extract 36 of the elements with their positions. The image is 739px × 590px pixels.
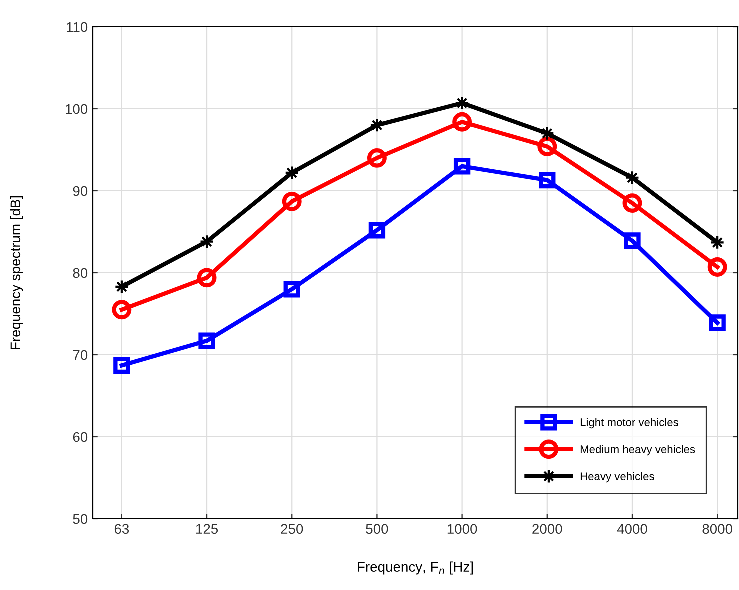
x-tick-label: 250 [281, 524, 304, 534]
point [624, 232, 641, 250]
y-tick-label: 60 [73, 432, 88, 442]
point [454, 158, 471, 175]
point [112, 300, 132, 320]
point [367, 148, 387, 168]
legend-label: Heavy vehicles [580, 472, 654, 483]
y-tick-label: 100 [66, 104, 88, 114]
point [452, 112, 472, 132]
y-tick-label: 80 [73, 268, 88, 278]
legend-label: Medium heavy vehicles [580, 445, 696, 456]
x-tick-label: 2000 [532, 524, 562, 534]
y-tick-label: 110 [67, 22, 88, 32]
x-axis-title: Frequency, F$_{n}$ [Hz] [358, 562, 474, 575]
point [709, 314, 726, 332]
y-tick-label: 90 [73, 186, 88, 196]
point [197, 268, 217, 288]
y-axis-title: Frequency spectrum [dB] [10, 196, 24, 350]
point [284, 281, 300, 298]
point [114, 357, 130, 374]
point [708, 258, 728, 277]
x-tick-label: 8000 [702, 524, 732, 534]
x-tick-label: 500 [366, 524, 388, 534]
legend-label: Light motor vehicles [580, 418, 678, 429]
point [622, 194, 642, 214]
x-tick-label: 125 [196, 524, 218, 534]
point [539, 172, 556, 189]
point [282, 192, 302, 212]
point [368, 222, 386, 239]
x-tick-label: 63 [114, 524, 130, 534]
x-tick-label: 4000 [617, 524, 648, 534]
point [538, 136, 558, 156]
x-tick-label: 1000 [448, 524, 478, 534]
y-tick-label: 70 [73, 350, 88, 360]
point [198, 332, 216, 350]
y-tick-label: 50 [73, 514, 88, 524]
